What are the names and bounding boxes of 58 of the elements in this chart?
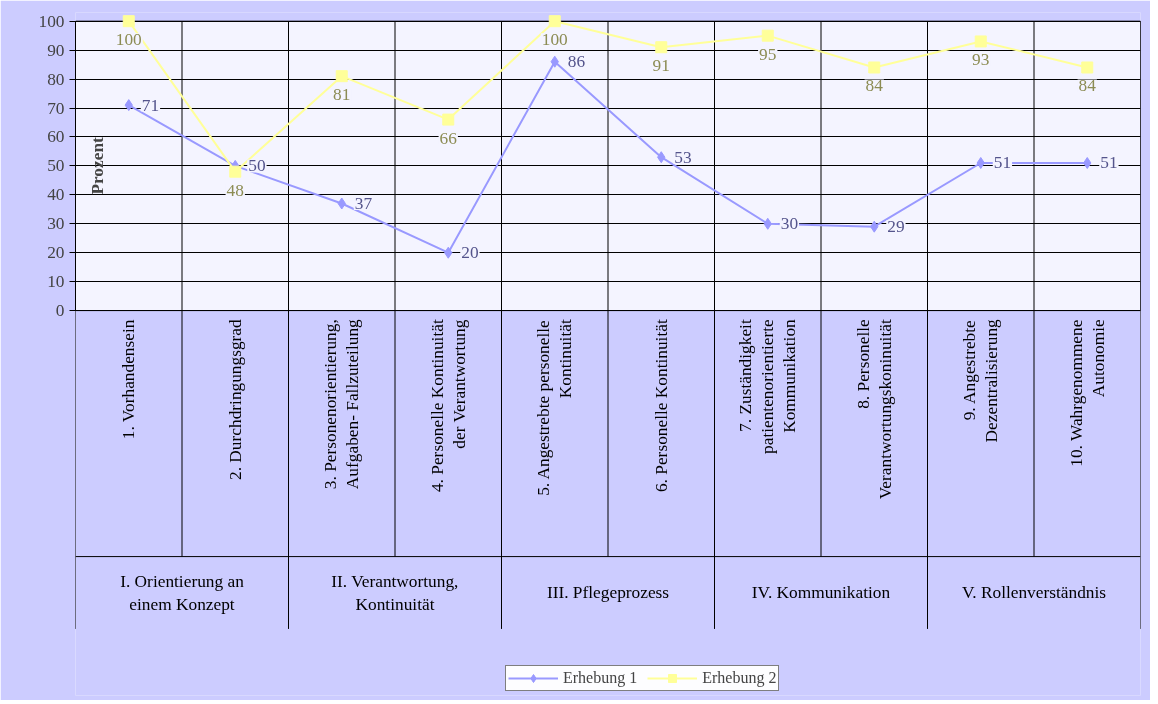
text: III. Pflegeprozess bbox=[546, 583, 670, 603]
x-tick-label: 3. Personenorientierung, Aufgaben- Fallzuteilung bbox=[321, 318, 363, 490]
legend-label: Erhebung 2 bbox=[702, 669, 777, 687]
text: II. Verantwortung, Kontinuität bbox=[331, 571, 459, 614]
y-tick-label: 30 bbox=[47, 214, 65, 234]
data-label: 66 bbox=[439, 128, 458, 148]
data-label: 48 bbox=[226, 180, 244, 200]
data-label: 84 bbox=[1078, 76, 1097, 96]
data-label: 29 bbox=[887, 217, 905, 237]
data-label: 84 bbox=[865, 76, 884, 96]
point bbox=[868, 61, 881, 74]
y-tick-label: 60 bbox=[47, 127, 65, 147]
x-tick-label: 1. Vorhandensein bbox=[119, 319, 139, 440]
data-label: 37 bbox=[354, 194, 373, 214]
point bbox=[335, 70, 348, 83]
x-tick-label: 2. Durchdringungsgrad bbox=[225, 318, 245, 480]
y-tick-label: 20 bbox=[47, 243, 65, 263]
data-label: 53 bbox=[674, 147, 692, 167]
text: V. Rollenverständnis bbox=[961, 583, 1107, 603]
data-label: 51 bbox=[1100, 153, 1118, 173]
y-tick-label: 0 bbox=[55, 301, 65, 321]
legend-label: Erhebung 1 bbox=[563, 669, 638, 687]
x-tick-label: 5. Angestrebte personelle Kontinuität bbox=[534, 319, 576, 496]
x-tick-label: 10. Wahrgenommene Autonomie bbox=[1066, 318, 1108, 467]
data-label: 50 bbox=[248, 156, 266, 176]
point bbox=[655, 41, 668, 54]
point bbox=[761, 29, 774, 42]
data-label: 20 bbox=[461, 243, 479, 263]
x-tick-label: 9. Angestrebte Dezentralisierung bbox=[960, 318, 1002, 443]
data-label: 100 bbox=[541, 30, 568, 50]
data-label: 81 bbox=[333, 85, 351, 105]
data-label: 91 bbox=[652, 56, 670, 76]
data-label: 51 bbox=[993, 153, 1012, 173]
data-label: 71 bbox=[141, 95, 160, 115]
y-tick-label: 10 bbox=[47, 272, 65, 292]
data-label: 93 bbox=[972, 50, 990, 70]
point bbox=[442, 113, 455, 126]
y-tick-label: 100 bbox=[38, 11, 65, 31]
text: I. Orientierung an einem Konzept bbox=[120, 571, 245, 614]
point bbox=[1081, 61, 1094, 74]
data-label: 100 bbox=[115, 30, 142, 50]
y-axis-title: Prozent bbox=[88, 136, 107, 195]
point bbox=[548, 15, 561, 28]
point bbox=[974, 35, 987, 48]
x-tick-label: 6. Personelle Kontinuität bbox=[651, 319, 671, 493]
y-tick-label: 70 bbox=[47, 98, 65, 118]
y-tick-label: 90 bbox=[47, 40, 65, 60]
x-tick-label: 4. Personelle Kontinuität der Verantwortung bbox=[427, 319, 469, 493]
y-tick-label: 50 bbox=[47, 156, 65, 176]
point bbox=[122, 15, 135, 28]
y-tick-label: 80 bbox=[47, 69, 65, 89]
point bbox=[229, 165, 242, 178]
data-label: 86 bbox=[567, 52, 586, 72]
text: IV. Kommunikation bbox=[751, 583, 891, 603]
data-label: 30 bbox=[780, 214, 799, 234]
data-label: 95 bbox=[759, 44, 777, 64]
y-tick-label: 40 bbox=[47, 185, 65, 205]
x-tick-label: 7. Zuständigkeit patientenorientierte Kommunikation bbox=[736, 318, 800, 454]
